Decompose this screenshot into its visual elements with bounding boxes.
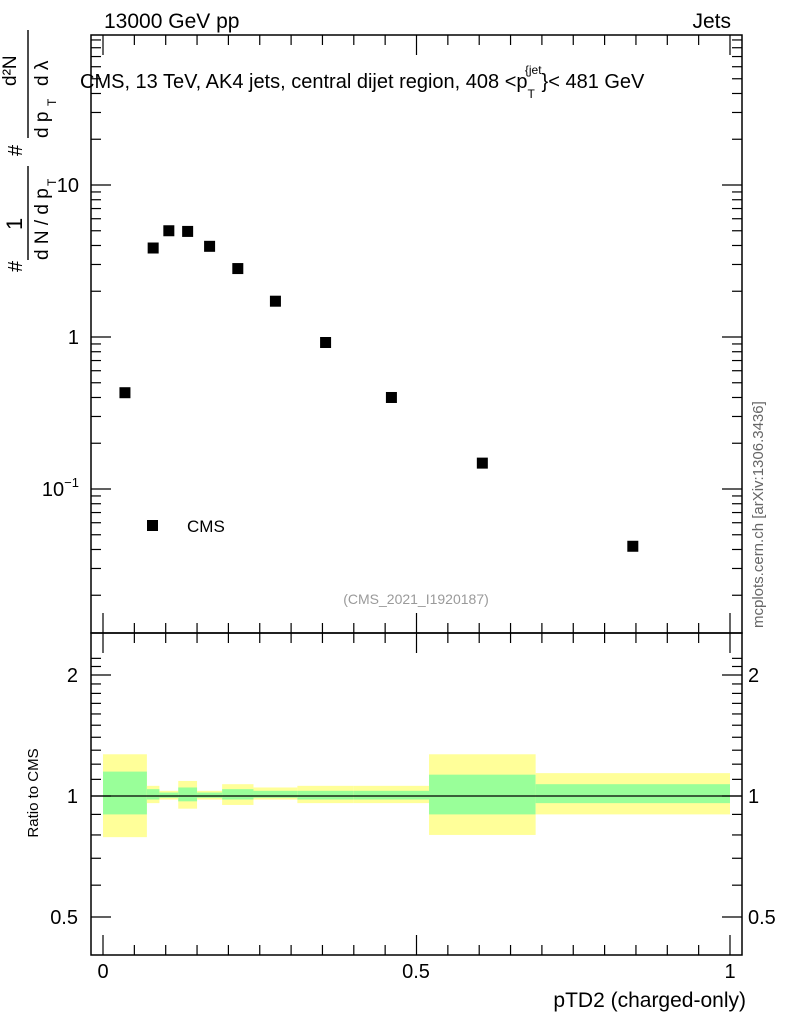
ylabel-one: 1 [2,218,27,230]
ratio-inner-band [297,790,354,800]
ratio-uncertainty-bands [103,754,730,838]
ylabel-dp-sub: T [45,98,59,106]
cms-data-point [232,263,244,275]
main-y-ticks [91,35,742,633]
xtick-0: 0 [97,961,108,983]
ratio-ticks [91,633,742,955]
legend-cms-marker [147,520,158,531]
main-ytick-label: 10 [57,175,79,197]
x-axis-label: pTD2 (charged-only) [553,989,746,1012]
main-panel-frame [90,34,743,634]
ratio-ytick-2-left: 2 [67,665,78,687]
cms-data-point [385,391,397,403]
main-y-tick-labels: 10 1 10−1 [42,175,79,501]
cms-data-point [163,225,175,237]
main-y-axis-label: # 1 d N / d p T # d²N d p T d λ [0,30,59,272]
ratio-ytick-05-left: 0.5 [50,907,78,929]
ratio-ytick-2-right: 2 [748,665,759,687]
title-main: CMS, 13 TeV, AK4 jets, central dijet reg… [80,71,528,93]
ylabel-hash-2: # [5,144,27,156]
main-title: CMS, 13 TeV, AK4 jets, central dijet reg… [80,63,645,101]
xtick-05: 0.5 [402,961,430,983]
cms-data-point [320,337,332,349]
ylabel-dn-dpt: d N / d p [32,188,53,260]
cms-data-point [119,387,131,399]
ylabel-dn-sub: T [45,178,59,186]
ratio-inner-band [253,790,298,798]
title-superscript: {jet [525,63,542,77]
cms-data-point [147,242,159,254]
cms-data-point [204,240,216,252]
cms-data-point [182,225,194,237]
ratio-inner-band [535,784,730,804]
cms-data-point [627,540,639,552]
ratio-inner-band [429,774,536,815]
ratio-ytick-1-right: 1 [748,786,759,808]
cms-data-point [476,457,488,469]
cms-data-point [269,295,281,307]
ylabel-d2n: d²N [0,55,21,86]
ylabel-dlambda: d λ [32,60,53,86]
ratio-inner-band [159,792,179,798]
analysis-tag: (CMS_2021_I1920187) [343,591,489,607]
header-energy-label: 13000 GeV pp [104,10,239,33]
ratio-inner-band [353,790,430,800]
ratio-inner-band [178,787,198,802]
ylabel-dp: d p [32,112,53,138]
ratio-ytick-05-right: 0.5 [748,907,776,929]
ratio-inner-band [146,789,160,800]
mcplots-watermark: mcplots.cern.ch [arXiv:1306.3436] [750,401,767,628]
main-ytick-label: 10−1 [42,475,79,501]
xtick-1: 1 [724,961,735,983]
legend-cms-label: CMS [187,517,225,536]
title-subscript: T [528,87,536,101]
ratio-inner-band [103,771,147,815]
ratio-ytick-1-left: 1 [67,786,78,808]
cms-data-points [119,225,639,552]
ratio-inner-band [222,789,254,800]
title-tail: }< 481 GeV [542,71,646,93]
header-process-label: Jets [692,10,731,33]
main-ytick-label: 1 [68,327,79,349]
ratio-inner-band [197,792,223,798]
ylabel-hash-1: # [5,260,27,272]
ratio-y-axis-label: Ratio to CMS [25,748,42,837]
